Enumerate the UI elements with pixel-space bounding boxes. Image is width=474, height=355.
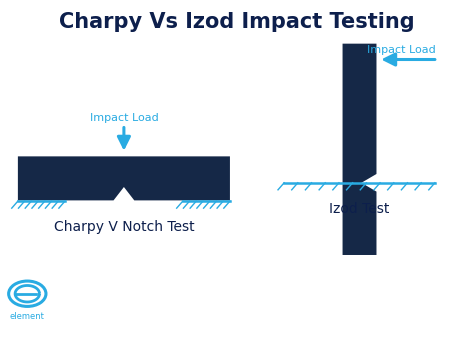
Text: Izod Test: Izod Test: [329, 202, 390, 216]
Polygon shape: [343, 44, 376, 255]
Text: element: element: [10, 312, 45, 321]
Text: Charpy V Notch Test: Charpy V Notch Test: [54, 220, 194, 234]
Text: Impact Load: Impact Load: [366, 45, 436, 55]
Text: Charpy Vs Izod Impact Testing: Charpy Vs Izod Impact Testing: [59, 12, 415, 32]
Text: Impact Load: Impact Load: [90, 113, 158, 122]
Polygon shape: [18, 156, 230, 200]
